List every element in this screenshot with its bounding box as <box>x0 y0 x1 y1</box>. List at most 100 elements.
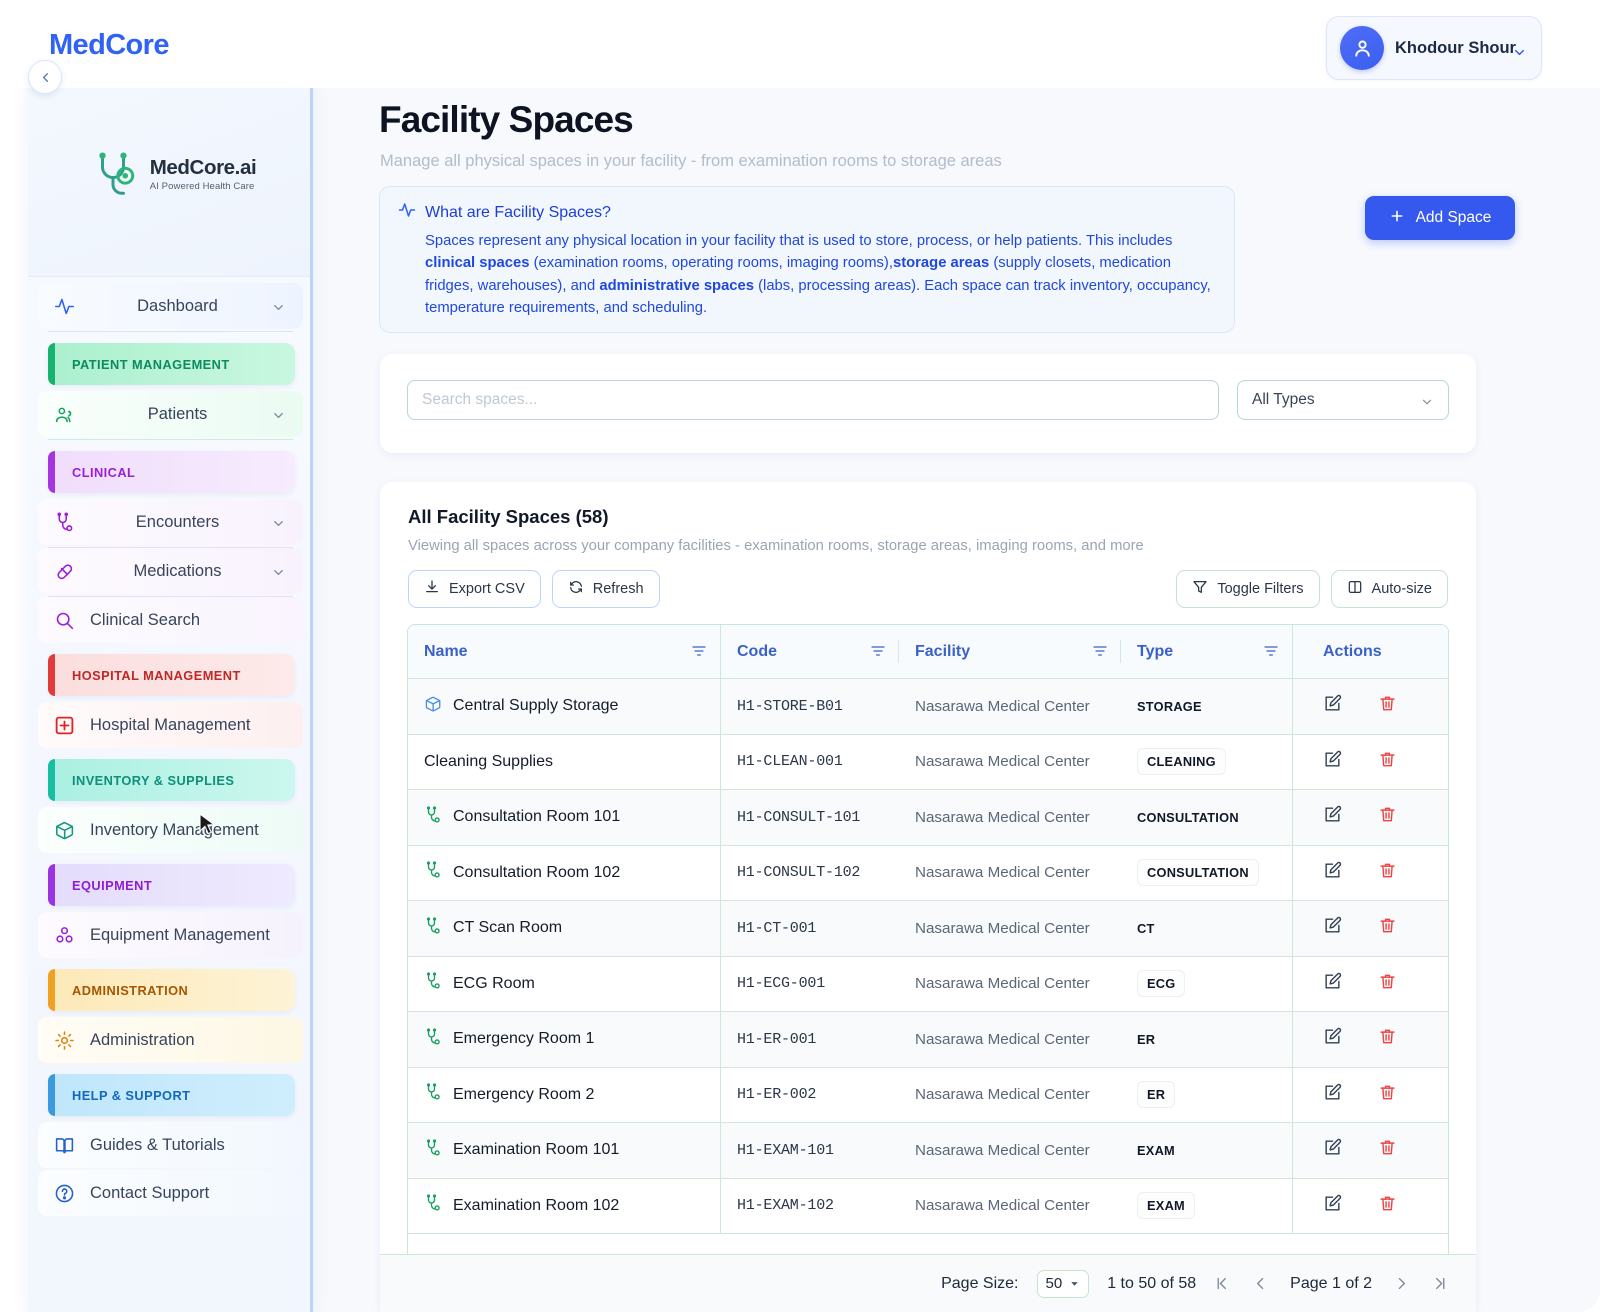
sidebar-item-guides-tutorials[interactable]: Guides & Tutorials <box>38 1122 303 1168</box>
table-row[interactable]: CT Scan Room H1-CT-001 Nasarawa Medical Ce… <box>408 901 1448 957</box>
cell-actions <box>1293 957 1448 1012</box>
sidebar-item-clinical-search[interactable]: Clinical Search <box>38 597 303 643</box>
edit-icon[interactable] <box>1323 1138 1342 1162</box>
table-row[interactable]: Cleaning Supplies H1-CLEAN-001 Nasarawa Me… <box>408 734 1448 790</box>
table-row[interactable]: Consultation Room 102 H1-CONSULT-102 Nasar… <box>408 845 1448 901</box>
sidebar-group-clinical: CLINICAL <box>48 451 295 493</box>
delete-icon[interactable] <box>1378 916 1397 940</box>
column-header-facility[interactable]: Facility <box>899 625 1121 678</box>
cell-facility: Nasarawa Medical Center <box>899 790 1121 845</box>
space-facility: Nasarawa Medical Center <box>915 697 1090 715</box>
chevron-down-icon[interactable] <box>271 300 286 320</box>
brand-logo[interactable]: MedCore <box>49 29 169 61</box>
edit-icon[interactable] <box>1323 916 1342 940</box>
refresh-button[interactable]: Refresh <box>551 570 660 608</box>
auto-size-button[interactable]: Auto-size <box>1330 570 1448 608</box>
space-code: H1-STORE-B01 <box>737 697 843 715</box>
column-header-actions[interactable]: Actions <box>1293 625 1448 678</box>
sidebar-item-administration[interactable]: Administration <box>38 1017 303 1063</box>
delete-icon[interactable] <box>1378 972 1397 996</box>
space-name: Examination Room 101 <box>453 1141 620 1159</box>
sidebar-item-equipment-management[interactable]: Equipment Management <box>38 912 303 958</box>
first-page-icon[interactable] <box>1214 1275 1231 1292</box>
funnel-icon <box>1192 579 1208 599</box>
chevron-down-icon[interactable] <box>271 408 286 428</box>
next-page-icon[interactable] <box>1393 1275 1410 1292</box>
table-row[interactable]: Consultation Room 101 H1-CONSULT-101 Nasar… <box>408 790 1448 846</box>
edit-icon[interactable] <box>1323 805 1342 829</box>
download-icon <box>424 579 440 599</box>
delete-icon[interactable] <box>1378 694 1397 718</box>
type-badge: STORAGE <box>1137 698 1202 714</box>
delete-icon[interactable] <box>1378 805 1397 829</box>
table-row[interactable]: Emergency Room 1 H1-ER-001 Nasarawa Medica… <box>408 1012 1448 1068</box>
delete-icon[interactable] <box>1378 750 1397 774</box>
sidebar-item-medications[interactable]: Medications <box>38 548 303 594</box>
table-toolbar-right: Toggle Filters Auto-size <box>1176 570 1448 608</box>
info-text-1: Spaces represent any physical location i… <box>425 233 1173 249</box>
export-csv-button[interactable]: Export CSV <box>408 570 541 608</box>
sidebar-item-dashboard[interactable]: Dashboard <box>38 283 303 329</box>
refresh-icon <box>568 579 584 599</box>
refresh-label: Refresh <box>592 581 644 597</box>
chevron-down-icon[interactable] <box>271 565 286 585</box>
sidebar-item-hospital-management[interactable]: Hospital Management <box>38 702 303 748</box>
edit-icon[interactable] <box>1323 750 1342 774</box>
type-filter-select[interactable]: All Types <box>1237 380 1449 420</box>
edit-icon[interactable] <box>1323 694 1342 718</box>
edit-icon[interactable] <box>1323 1194 1342 1218</box>
sidebar-collapse-button[interactable] <box>28 60 62 94</box>
column-filter-icon[interactable] <box>1092 643 1108 664</box>
column-header-type[interactable]: Type <box>1121 625 1293 678</box>
table-toolbar-left: Export CSV Refresh <box>408 570 660 608</box>
chevron-down-icon[interactable] <box>271 516 286 536</box>
space-name: Examination Room 102 <box>453 1196 620 1214</box>
delete-icon[interactable] <box>1378 1027 1397 1051</box>
column-filter-icon[interactable] <box>1263 643 1279 664</box>
sidebar-group-administration: ADMINISTRATION <box>48 969 295 1011</box>
table-row[interactable]: ECG Room H1-ECG-001 Nasarawa Medical Cente… <box>408 956 1448 1012</box>
cell-facility: Nasarawa Medical Center <box>899 846 1121 901</box>
column-filter-icon[interactable] <box>870 643 886 664</box>
cell-actions <box>1293 1012 1448 1067</box>
cell-code: H1-CONSULT-102 <box>721 846 899 901</box>
user-menu[interactable]: Khodour Shour <box>1326 16 1542 80</box>
group-label: INVENTORY & SUPPLIES <box>72 772 235 788</box>
add-space-label: Add Space <box>1415 209 1492 226</box>
toggle-filters-button[interactable]: Toggle Filters <box>1176 570 1320 608</box>
box-icon <box>38 820 90 841</box>
prev-page-icon[interactable] <box>1252 1275 1269 1292</box>
sidebar-item-patients[interactable]: Patients <box>38 391 303 437</box>
info-text-2: (examination rooms, operating rooms, ima… <box>529 255 893 272</box>
table-row[interactable]: Examination Room 102 H1-EXAM-102 Nasarawa … <box>408 1178 1448 1234</box>
column-filter-icon[interactable] <box>691 643 707 664</box>
delete-icon[interactable] <box>1378 1138 1397 1162</box>
column-header-code[interactable]: Code <box>721 625 899 678</box>
search-input[interactable] <box>407 380 1219 420</box>
type-badge: CT <box>1137 920 1155 936</box>
sidebar-item-encounters[interactable]: Encounters <box>38 499 303 545</box>
edit-icon[interactable] <box>1323 972 1342 996</box>
table-row[interactable]: Examination Room 101 H1-EXAM-101 Nasarawa … <box>408 1123 1448 1179</box>
edit-icon[interactable] <box>1323 1027 1342 1051</box>
cell-facility: Nasarawa Medical Center <box>899 1068 1121 1123</box>
edit-icon[interactable] <box>1323 861 1342 885</box>
edit-icon[interactable] <box>1323 1083 1342 1107</box>
sidebar-group-help-support: HELP & SUPPORT <box>48 1074 295 1116</box>
sidebar-item-contact-support[interactable]: Contact Support <box>38 1170 303 1216</box>
group-label: PATIENT MANAGEMENT <box>72 356 230 372</box>
space-code: H1-CT-001 <box>737 919 817 937</box>
delete-icon[interactable] <box>1378 1083 1397 1107</box>
add-space-button[interactable]: Add Space <box>1365 196 1515 240</box>
last-page-icon[interactable] <box>1431 1275 1448 1292</box>
table-row[interactable]: Emergency Room 2 H1-ER-002 Nasarawa Medica… <box>408 1067 1448 1123</box>
sidebar-item-inventory-management[interactable]: Inventory Management <box>38 807 303 853</box>
delete-icon[interactable] <box>1378 861 1397 885</box>
cell-type: ECG <box>1121 956 1293 1011</box>
sidebar-item-label: Patients <box>147 404 208 423</box>
column-header-name[interactable]: Name <box>408 625 721 678</box>
delete-icon[interactable] <box>1378 1194 1397 1218</box>
page-size-select[interactable]: 50 <box>1036 1269 1090 1298</box>
space-facility: Nasarawa Medical Center <box>915 753 1090 771</box>
table-row[interactable]: Central Supply Storage H1-STORE-B01 Nasara… <box>408 679 1448 735</box>
